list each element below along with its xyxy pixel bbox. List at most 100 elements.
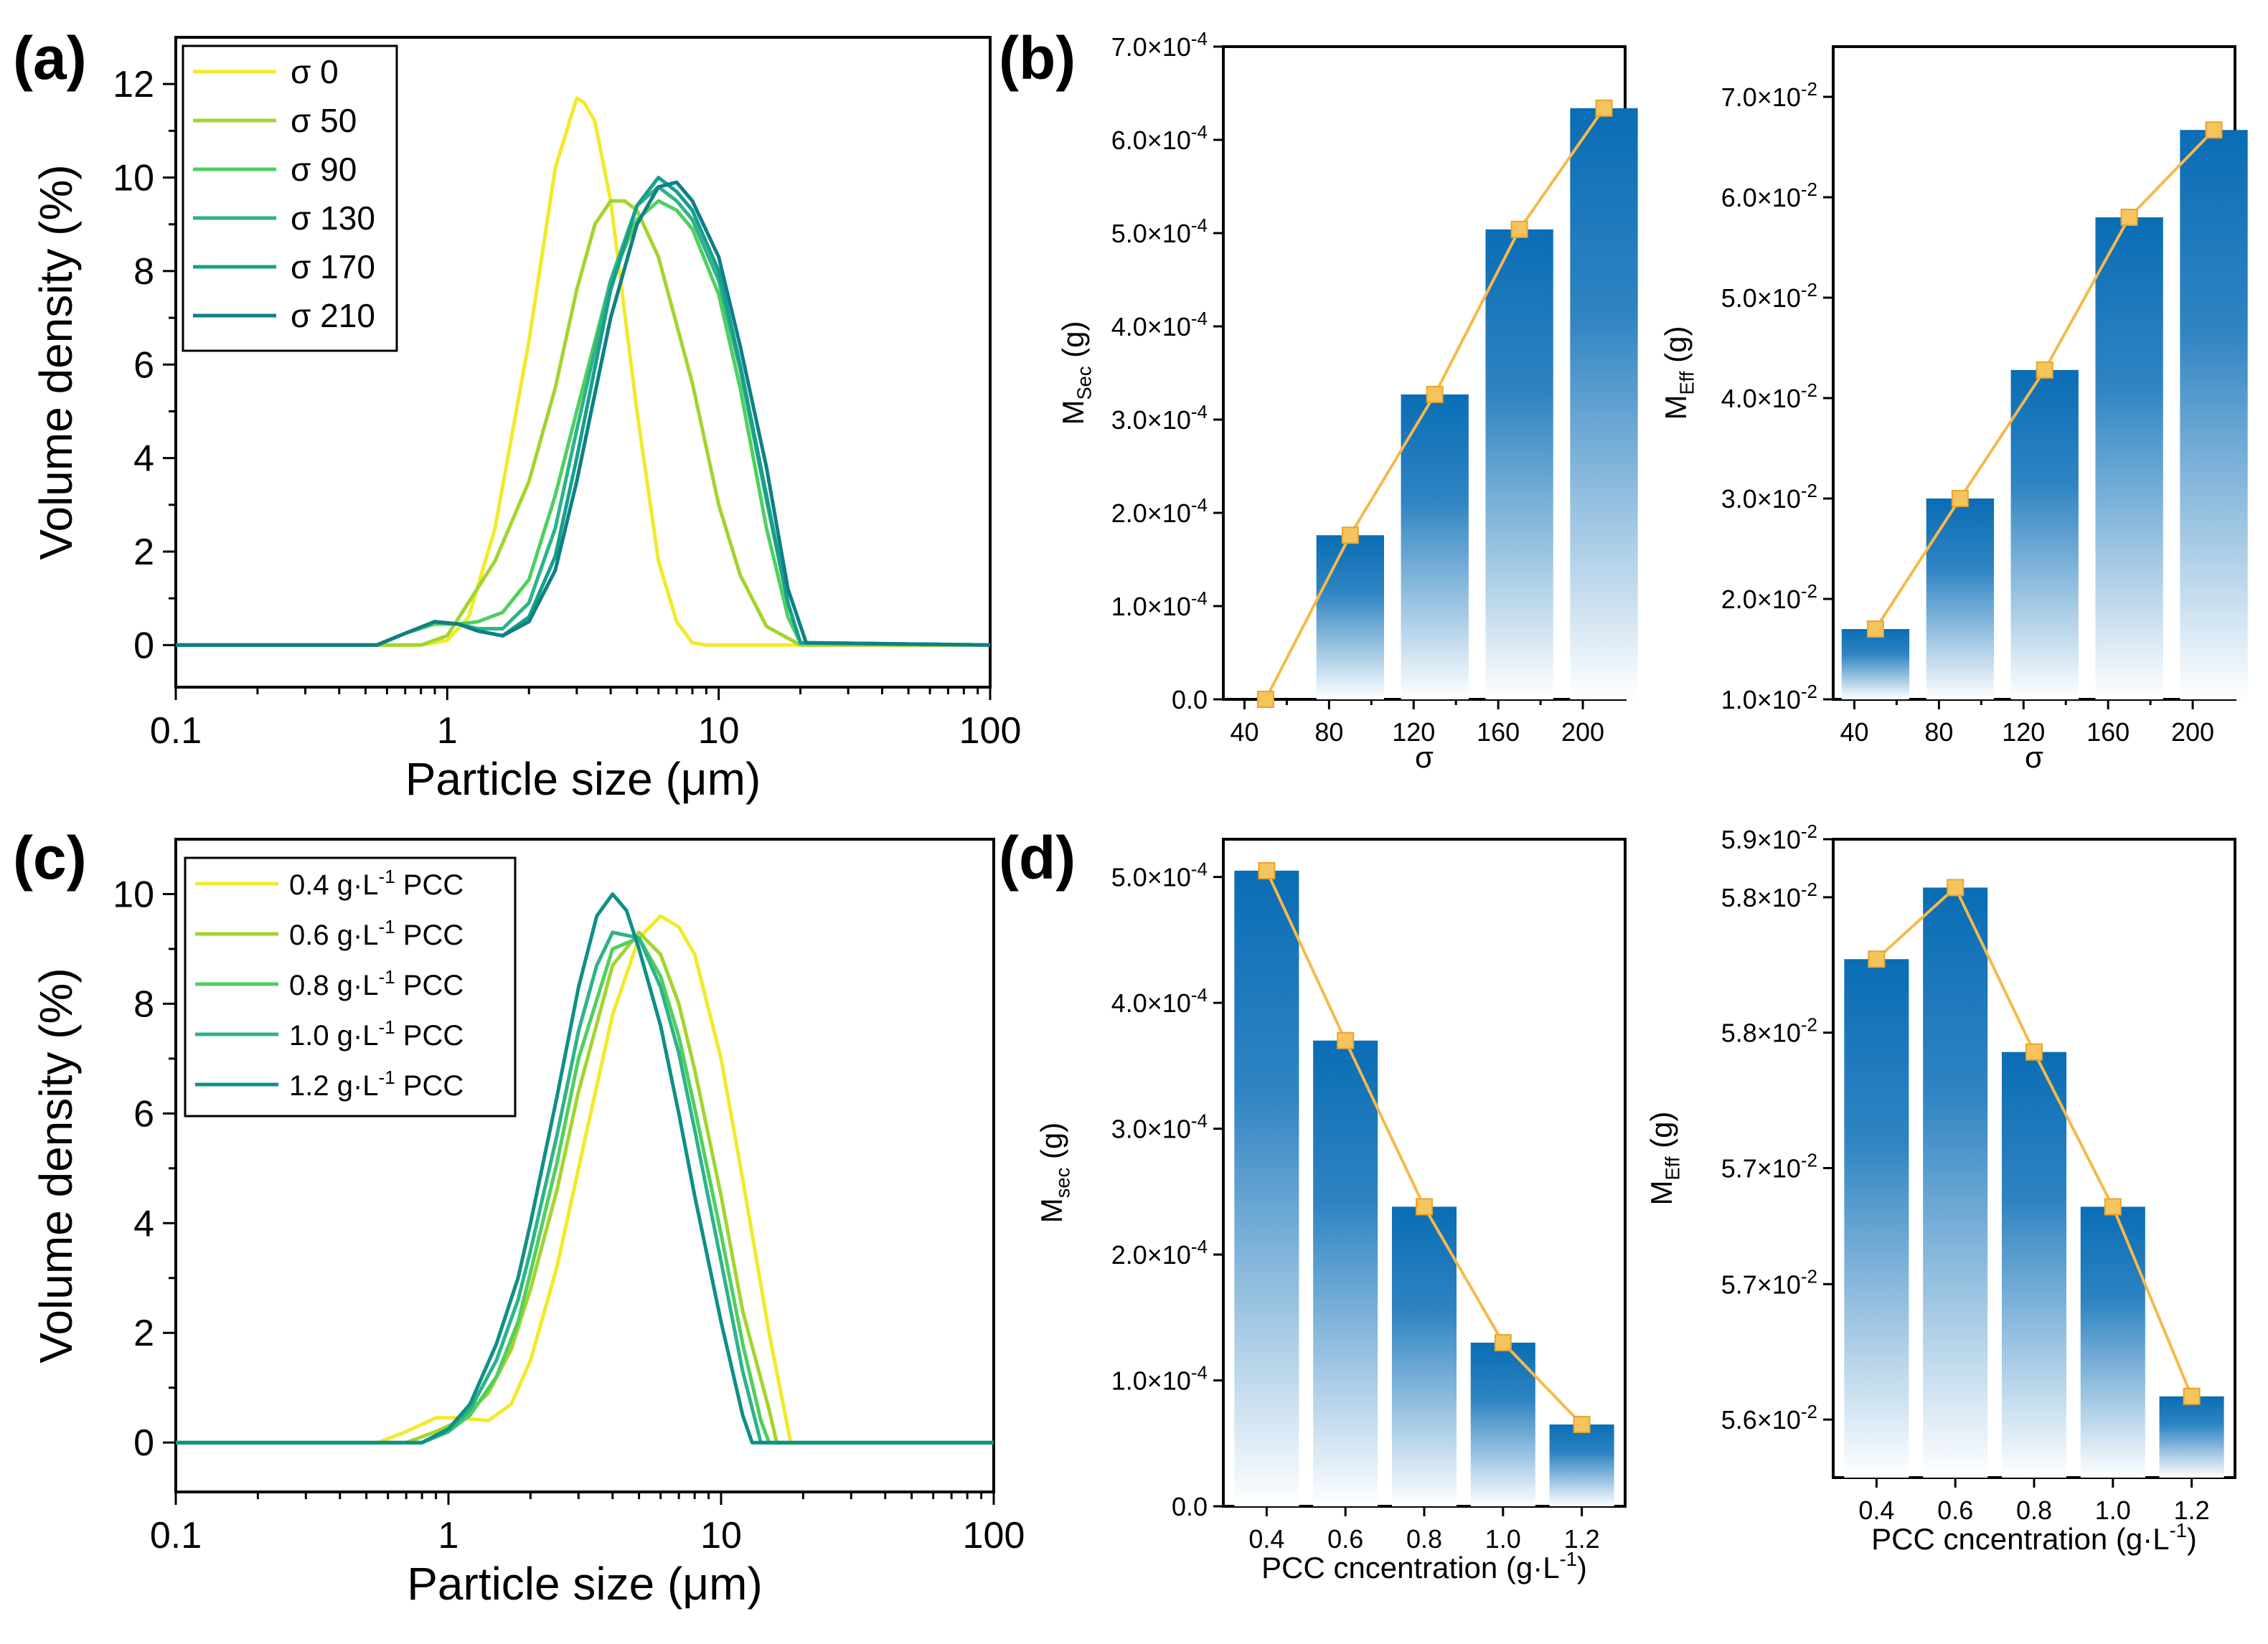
legend-box — [184, 856, 517, 1118]
y-axis-title-main: M — [1659, 395, 1693, 420]
x-axis-title: Particle size (μm) — [405, 753, 761, 805]
legend-label: σ 170 — [291, 248, 375, 285]
legend: σ 0 σ 50 σ 90 σ 130 σ 170 σ 210 — [182, 44, 398, 352]
data-point-marker — [1494, 1333, 1512, 1351]
y-tick-label: 2 — [133, 1313, 154, 1354]
y-tick-label: 0.0 — [1172, 1492, 1208, 1521]
y-tick-exponent: -2 — [1801, 1149, 1817, 1171]
y-tick-mantissa: 3.0×10 — [1111, 1115, 1191, 1144]
y-tick-mantissa: 5.0×10 — [1111, 219, 1191, 248]
y-tick-mantissa: 0.0 — [1172, 685, 1208, 714]
y-tick-label: 7.0×10-2 — [1721, 78, 1817, 112]
y-tick-mantissa: 6.0×10 — [1721, 183, 1801, 212]
y-axis-title: Msec (g) — [1035, 1123, 1074, 1223]
bar — [1926, 499, 1994, 699]
x-tick-label: 10 — [698, 710, 740, 752]
y-tick-label: 5.8×10-2 — [1721, 1014, 1817, 1048]
bar — [2159, 1396, 2224, 1478]
y-axis-title-tail: (g) — [1659, 326, 1693, 372]
x-tick-label: 80 — [1314, 717, 1343, 747]
data-point-marker — [1416, 1198, 1433, 1216]
bar — [1549, 1424, 1614, 1506]
panel-label-a: (a) — [13, 24, 87, 92]
y-axis-title: Volume density (%) — [30, 164, 82, 559]
bar — [1391, 1206, 1457, 1506]
legend-label-main: 0.6 g·L — [289, 920, 379, 951]
legend-label-main: 1.0 g·L — [289, 1020, 379, 1052]
y-axis-title-sub: Eff — [1662, 1156, 1684, 1180]
y-axis-title-main: M — [1035, 1198, 1068, 1223]
y-tick-label: 7.0×10-4 — [1111, 28, 1208, 62]
series-line — [176, 930, 994, 1445]
y-tick-mantissa: 5.9×10 — [1721, 825, 1801, 854]
y-tick-label: 5.0×10-4 — [1111, 214, 1208, 248]
y-tick-label: 1.0×10-4 — [1111, 1362, 1208, 1396]
y-tick-label: 4 — [133, 438, 154, 480]
y-tick-mantissa: 4.0×10 — [1111, 988, 1191, 1018]
y-tick-exponent: -2 — [1801, 821, 1817, 842]
y-tick-label: 6 — [133, 1093, 154, 1135]
y-tick-exponent: -4 — [1191, 587, 1208, 609]
data-point-marker — [2104, 1198, 2122, 1216]
x-tick-label: 0.8 — [1406, 1524, 1442, 1554]
legend-label: σ 0 — [291, 53, 339, 90]
y-tick-exponent: -4 — [1191, 214, 1208, 236]
y-tick-label: 10 — [113, 874, 154, 915]
bar — [2080, 1206, 2145, 1478]
y-axis-title-tail: (g) — [1035, 1123, 1068, 1168]
y-tick-label: 4.0×10-2 — [1721, 379, 1817, 413]
legend-label: 0.8 g·L-1 PCC — [289, 966, 464, 1001]
y-tick-exponent: -2 — [1801, 681, 1817, 702]
y-tick-label: 8 — [133, 251, 154, 293]
y-tick-label: 2 — [133, 532, 154, 573]
y-tick-exponent: -2 — [1801, 179, 1817, 200]
data-point-marker — [2183, 1387, 2201, 1405]
y-tick-exponent: -4 — [1191, 1362, 1208, 1384]
legend-label-tail: PCC — [395, 920, 464, 951]
y-axis-title-main: M — [1056, 400, 1090, 425]
bar — [1570, 108, 1638, 700]
x-tick-label: 160 — [2086, 717, 2130, 747]
x-tick-label: 0.1 — [150, 710, 202, 752]
y-tick-exponent: -4 — [1191, 1236, 1208, 1257]
y-tick-label: 3.0×10-2 — [1721, 480, 1817, 514]
y-tick-exponent: -4 — [1191, 1110, 1208, 1132]
y-tick-exponent: -2 — [1801, 580, 1817, 602]
y-tick-exponent: -4 — [1191, 984, 1208, 1006]
data-point-marker — [1951, 490, 1969, 507]
y-tick-exponent: -4 — [1191, 121, 1208, 143]
x-axis-title-main: PCC cncentration (g·L — [1261, 1551, 1560, 1584]
y-tick-label: 4 — [133, 1203, 154, 1244]
bar — [1844, 959, 1909, 1478]
x-tick-label: 1.2 — [2174, 1496, 2210, 1525]
legend-label: σ 210 — [291, 297, 375, 334]
y-tick-mantissa: 5.0×10 — [1111, 863, 1191, 892]
y-tick-mantissa: 1.0×10 — [1111, 592, 1191, 621]
y-tick-exponent: -4 — [1191, 28, 1208, 49]
legend-label-tail: PCC — [395, 869, 464, 901]
x-axis-title-tail: ) — [1577, 1551, 1587, 1584]
x-tick-label: 120 — [2002, 717, 2045, 747]
data-point-marker — [1426, 385, 1444, 403]
y-tick-exponent: -2 — [1801, 78, 1817, 100]
y-tick-label: 10 — [113, 158, 154, 199]
y-tick-label: 2.0×10-4 — [1111, 1236, 1208, 1270]
data-point-marker — [1341, 526, 1359, 544]
y-tick-mantissa: 0.0 — [1172, 1492, 1208, 1521]
x-tick-label: 200 — [1561, 717, 1604, 747]
y-tick-label: 6.0×10-4 — [1111, 121, 1208, 155]
bar — [1316, 535, 1384, 699]
x-axis-title-main: PCC cncentration (g·L — [1871, 1522, 2170, 1556]
y-tick-mantissa: 5.6×10 — [1721, 1405, 1801, 1435]
legend-label: 1.0 g·L-1 PCC — [289, 1016, 464, 1052]
legend-label-sup: -1 — [379, 1016, 395, 1038]
y-axis-title: MEff (g) — [1659, 326, 1698, 420]
y-tick-exponent: -2 — [1801, 1014, 1817, 1036]
y-tick-exponent: -2 — [1801, 480, 1817, 501]
x-axis-title: PCC cncentration (g·L-1) — [1871, 1519, 2197, 1556]
bar — [1401, 394, 1469, 699]
y-axis-title-main: M — [1644, 1180, 1678, 1205]
y-axis-title-sub: Sec — [1073, 366, 1096, 400]
y-tick-label: 8 — [133, 983, 154, 1025]
